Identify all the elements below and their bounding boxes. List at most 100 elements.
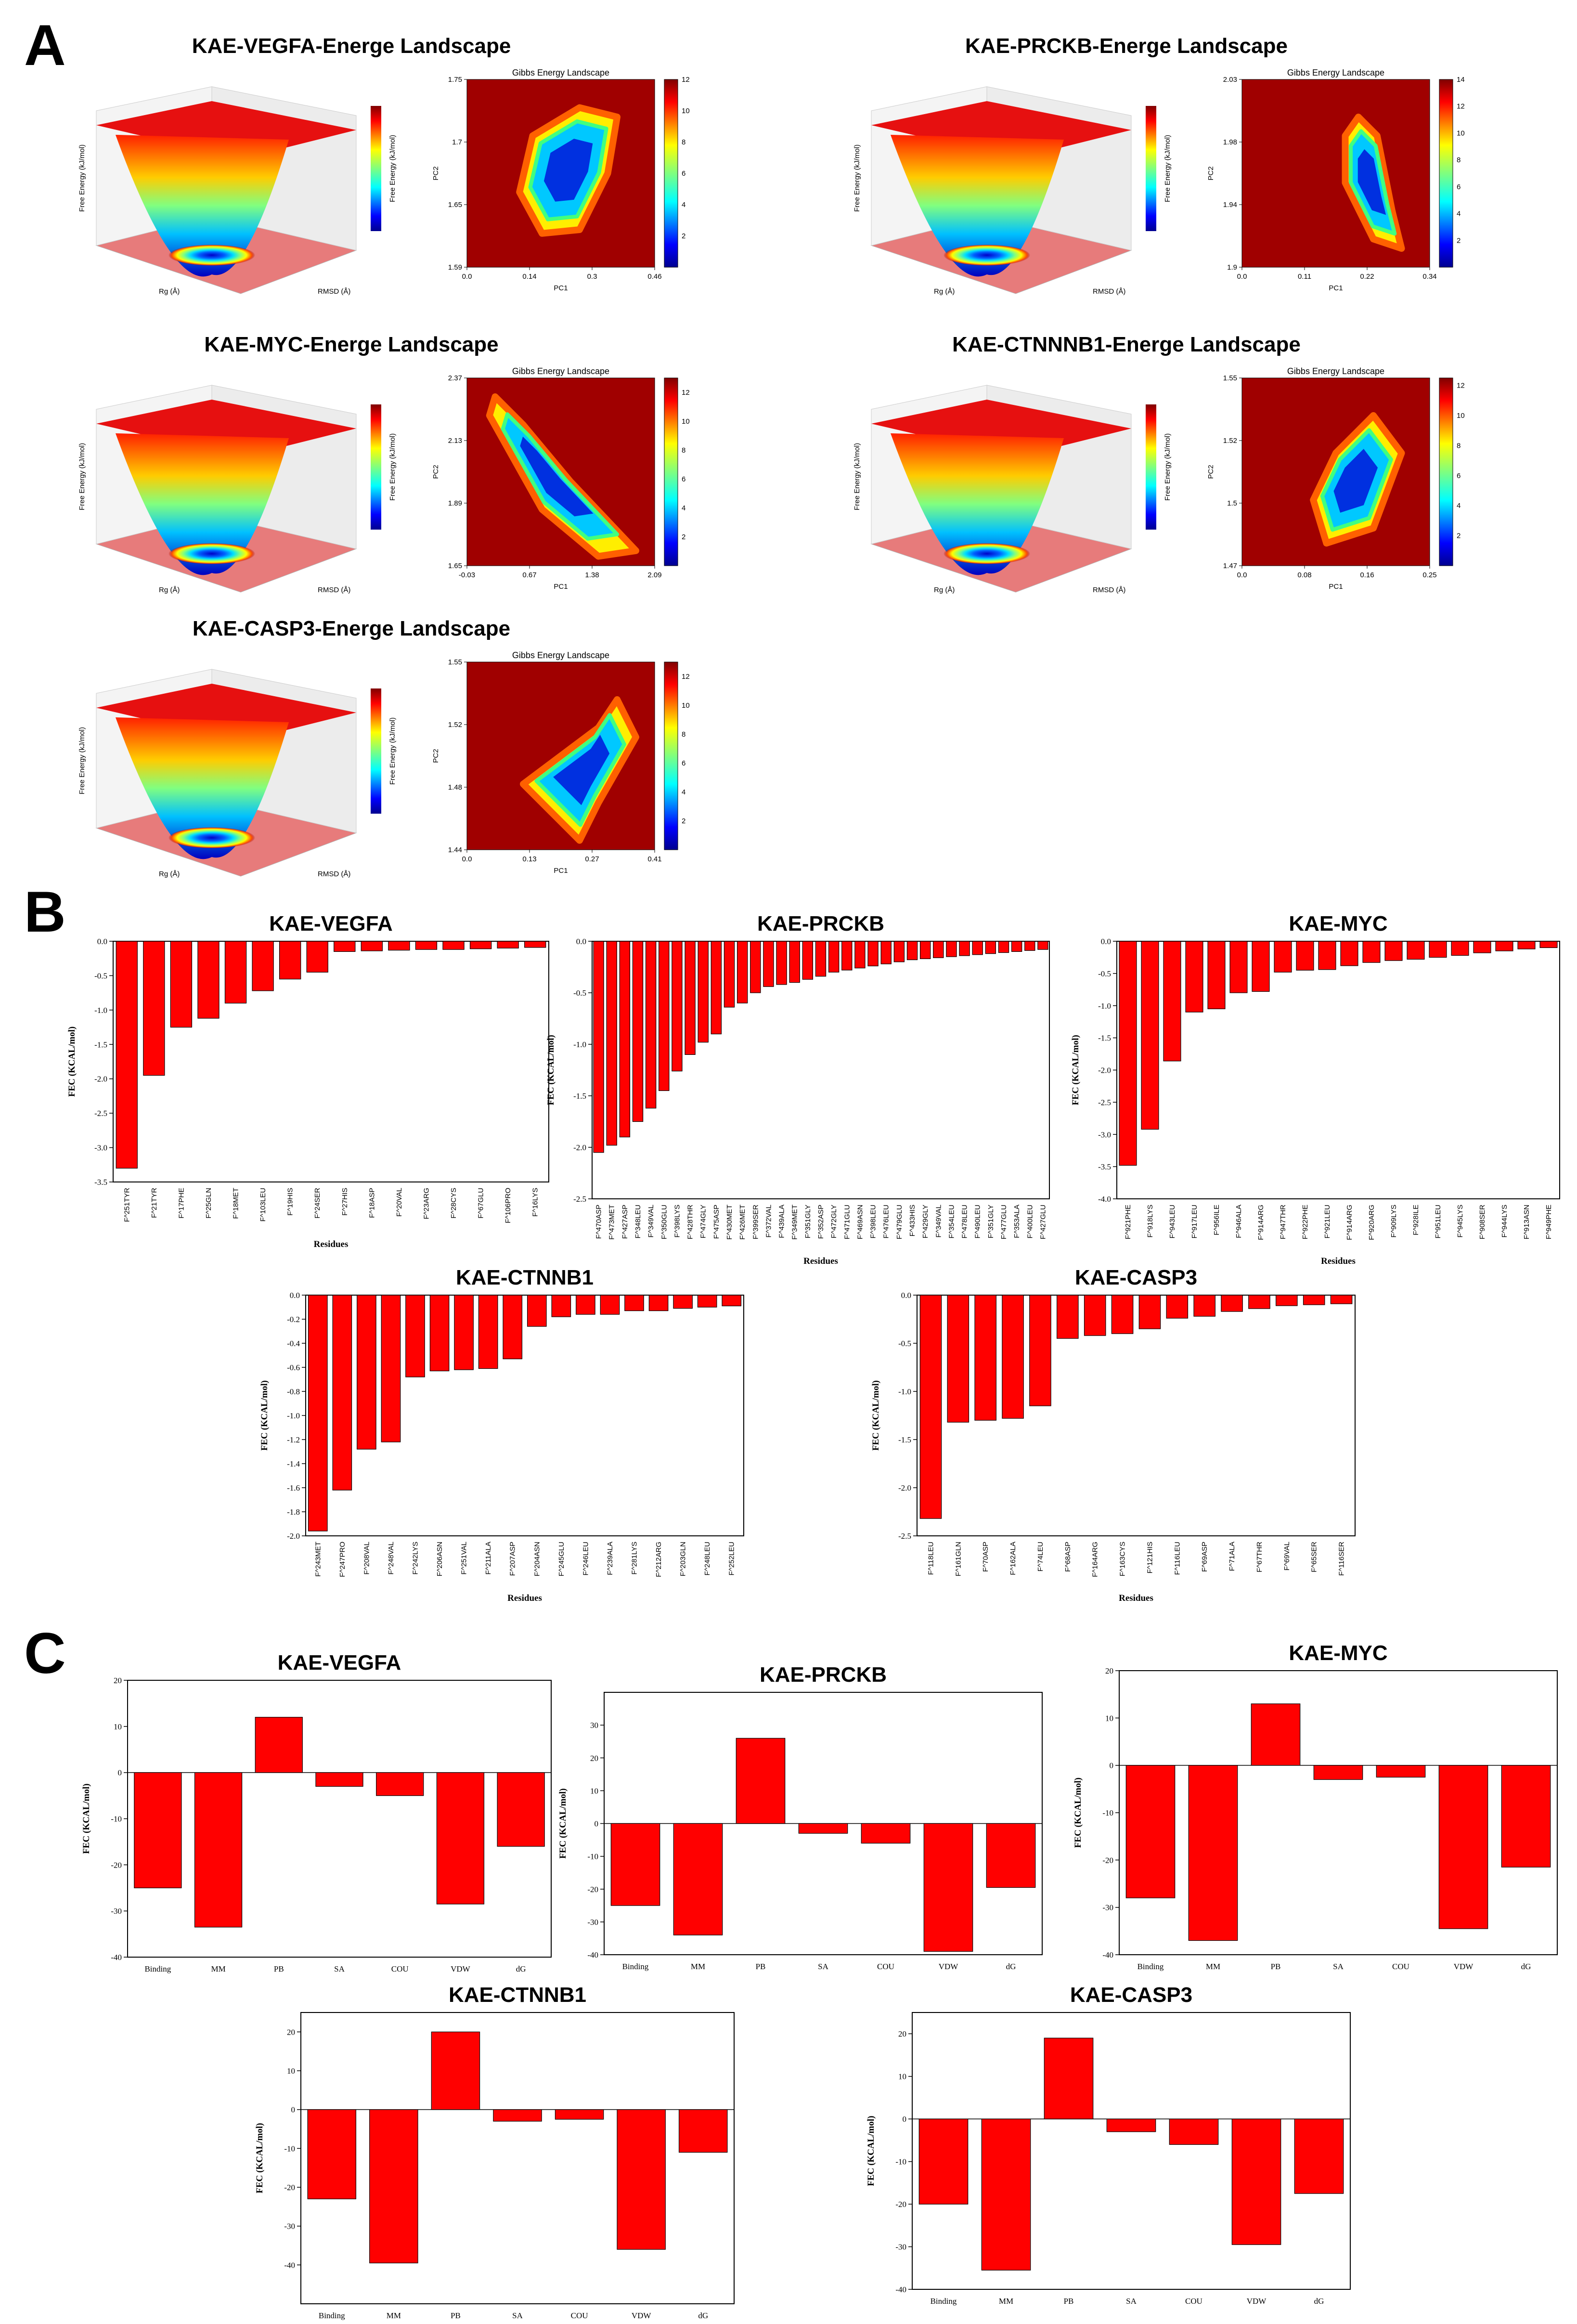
bar [197,941,220,1019]
x-tick-label: F^164ARG [1091,1542,1099,1577]
x-tick-label: F^914ARG [1257,1205,1265,1240]
bar [974,1295,996,1421]
heatmap-xlabel: PC1 [1329,583,1343,591]
heatmap-xtick: 1.38 [585,571,599,579]
chart-title: KAE-MYC [1289,912,1387,935]
y-tick-label: 0.0 [1101,937,1111,946]
x-tick-label: COU [1392,1962,1409,1971]
colorbar-tick: 8 [682,446,685,454]
heatmap-xtick: 0.0 [462,855,472,863]
bar [736,1738,786,1824]
y-tick-label: -20 [895,2200,906,2209]
landscape-1: KAE-PRCKB-Energe Landscape Free Energy (k… [853,34,1465,296]
x-tick-label: dG [698,2311,708,2320]
colorbar-tick: 8 [1457,156,1461,164]
y-tick-label: -2.0 [287,1532,300,1541]
heatmap-colorbar [1439,79,1453,268]
chart-title: KAE-PRCKB [760,1663,887,1687]
x-tick-label: F^472GLY [830,1205,838,1238]
x-tick-label: F^351GLY [987,1205,995,1238]
x-tick-label: F^243MET [314,1542,322,1577]
surface-colorbar-label: Free Energy (kJ/mol) [388,135,397,202]
y-tick-label: -1.5 [898,1435,911,1444]
y-tick-label: -20 [284,2183,295,2192]
bar-chart: KAE-MYC 20 10 0 -10 -20 -30 -40 Binding MM PB SA COU… [1073,1641,1558,1971]
bar [442,941,465,950]
heatmap-xtick: 0.0 [462,273,472,281]
bar [737,941,748,1003]
bar [306,941,328,973]
chart-title: KAE-CTNNB1 [456,1266,594,1289]
y-tick-label: -1.0 [573,1040,586,1049]
y-tick-label: -1.5 [1098,1034,1111,1043]
x-tick-label: F^477GLU [1000,1205,1008,1239]
bar [798,1823,848,1834]
plot-frame [113,941,549,1182]
bar [815,941,827,977]
x-tick-label: F^476LEU [882,1205,891,1238]
y-tick-label: 0 [1110,1761,1114,1770]
y-tick-label: 20 [590,1753,598,1763]
x-tick-label: dG [516,1964,526,1973]
x-tick-label: Binding [144,1964,171,1973]
colorbar-tick: 8 [1457,441,1461,450]
x-tick-label: F^351GLY [804,1205,812,1238]
y-tick-label: -0.5 [898,1339,911,1348]
heatmap-ytick: 2.37 [448,374,462,382]
bar [376,1772,424,1796]
heatmap-xtick: 0.25 [1422,571,1436,579]
x-tick-label: F^474GLY [699,1205,708,1238]
x-axis-label: Residues [803,1256,838,1266]
x-tick-label: F^20VAL [395,1188,403,1217]
plot-frame [917,1295,1356,1536]
x-tick-label: F^354LEU [947,1205,956,1238]
bar [357,1295,376,1450]
y-tick-label: 20 [898,2029,906,2038]
y-tick-label: -40 [1102,1950,1113,1960]
y-tick-label: -1.0 [898,1387,911,1396]
y-tick-label: -20 [111,1860,122,1870]
heatmap-xtick: 0.3 [587,273,597,281]
surface-colorbar [1146,106,1156,231]
x-tick-label: F^349VAL [934,1205,943,1237]
chart-title: KAE-CASP3 [1070,1983,1192,2007]
heatmap-title: Gibbs Energy Landscape [1287,366,1384,376]
heatmap-plot: Gibbs Energy Landscape 0.0 0.14 0.3 0.46 1.59… [432,68,690,292]
surface-colorbar-label: Free Energy (kJ/mol) [1163,135,1172,202]
y-tick-label: -4.0 [1098,1194,1111,1204]
y-tick-label: 10 [287,2066,295,2076]
bar [307,2109,357,2199]
landscape-0: KAE-VEGFA-Energe Landscape Free Energy (k… [78,34,690,296]
heatmap-ytick: 1.75 [448,76,462,84]
y-axis-label: FEC (KCAL/mol) [546,1035,556,1105]
surface-z-label: Free Energy (kJ/mol) [78,144,86,212]
heatmap-title: Gibbs Energy Landscape [1287,68,1384,78]
bar [1229,941,1248,993]
y-tick-label: 0 [903,2115,907,2124]
bar [388,941,410,951]
x-tick-label: F^116LEU [1173,1542,1181,1575]
x-tick-label: F^118LEU [927,1542,935,1575]
y-tick-label: -1.2 [287,1435,300,1444]
panel-b-residue-decomposition: KAE-VEGFA 0.0 -0.5 -1.0 -1.5 -2.0 -2.5 -3.0 -3.5… [67,912,1560,1603]
colorbar-tick: 6 [682,759,685,767]
bar [1407,941,1425,960]
surface-3d-plot: Free Energy (kJ/mol) Rg (Å) RMSD (Å) Free E… [853,86,1172,296]
x-tick-label: SA [1333,1962,1344,1971]
surface-x-label: Rg (Å) [934,586,955,594]
bar [906,941,918,961]
bar [1451,941,1469,956]
bar [497,1772,545,1847]
colorbar-tick: 10 [682,417,690,426]
x-tick-label: Binding [622,1962,649,1971]
heatmap-xtick: 0.0 [1237,571,1247,579]
heatmap-ytick: 1.9 [1227,263,1237,272]
x-tick-label: PB [451,2311,461,2320]
y-axis-label: FEC (KCAL/mol) [866,2116,876,2186]
x-tick-label: F^471GLU [843,1205,851,1239]
y-tick-label: -0.6 [287,1363,300,1372]
bar [841,941,853,971]
x-tick-label: F^944LYS [1500,1205,1509,1237]
chart-title: KAE-MYC [1289,1641,1387,1665]
y-tick-label: -30 [284,2222,295,2231]
